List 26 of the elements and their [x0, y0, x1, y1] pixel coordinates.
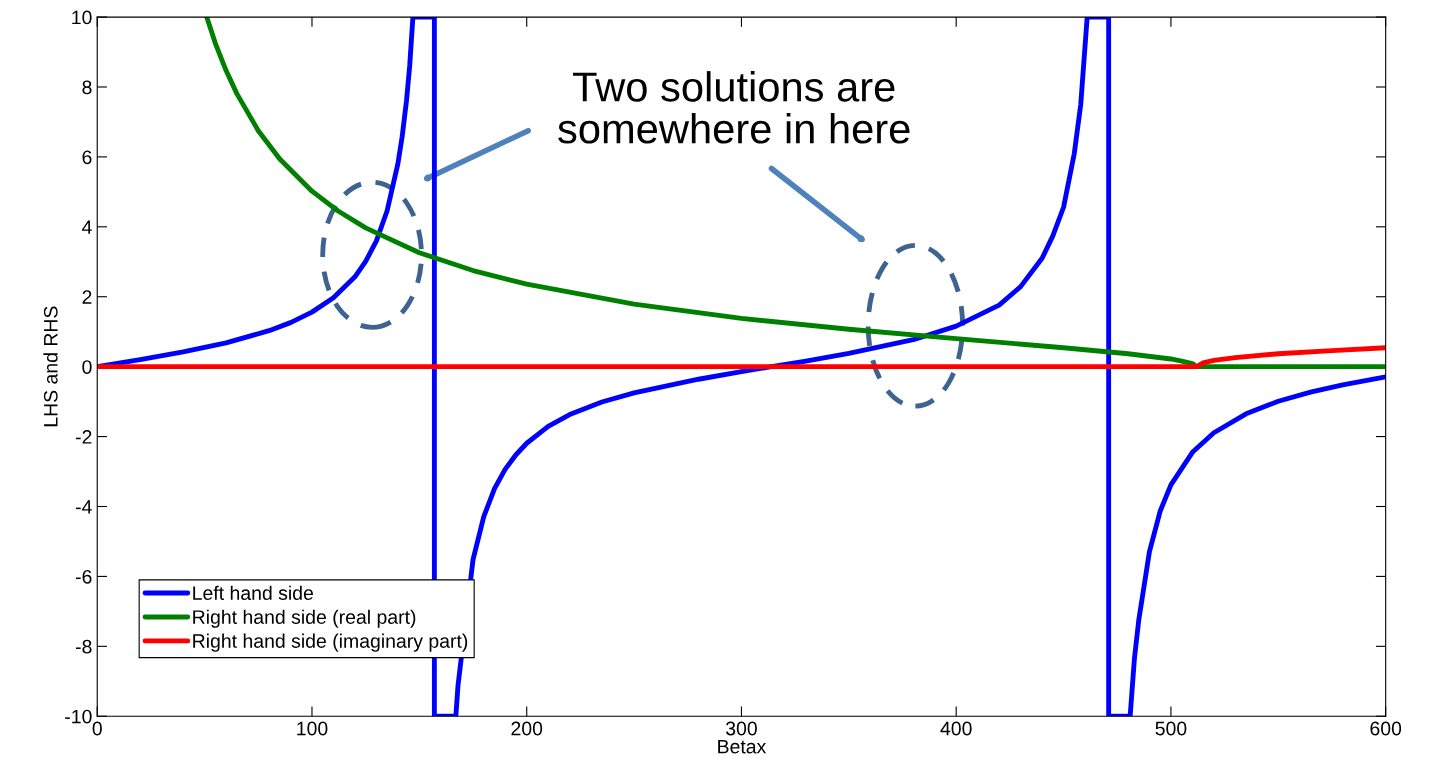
line-series: [97, 345, 1386, 370]
y-tick-label: -2: [75, 430, 92, 444]
y-tick-label: -4: [75, 500, 92, 514]
line-series: [204, 17, 1386, 370]
annotation: Two solutions are somewhere in here: [558, 71, 910, 144]
x-tick-label: 400: [940, 721, 972, 736]
y-tick-label: 8: [82, 80, 92, 95]
y-tick-label: 2: [82, 290, 92, 304]
legend-label: Left hand side: [193, 585, 313, 600]
y-tick-label: -6: [75, 569, 92, 584]
x-tick-label: 300: [725, 721, 757, 736]
x-tick-label: 600: [1370, 721, 1402, 736]
y-tick-label: -8: [75, 639, 92, 654]
y-tick-label: 6: [82, 150, 92, 165]
y-tick-label: -10: [65, 709, 92, 724]
legend-label: Right hand side (real part): [193, 609, 416, 628]
x-tick-label: 500: [1155, 721, 1187, 736]
legend-label: Right hand side (imaginary part): [193, 633, 468, 652]
x-tick-label: 100: [297, 721, 328, 736]
y-tick-label: 0: [82, 360, 92, 374]
x-tick-label: 200: [511, 721, 543, 736]
y-tick-label: 10: [72, 10, 92, 25]
y-axis-title: LHS and RHS: [43, 306, 58, 427]
x-tick-label: 0: [92, 721, 102, 736]
y-tick-label: 4: [82, 220, 92, 234]
x-axis-title: Betax: [718, 739, 767, 754]
